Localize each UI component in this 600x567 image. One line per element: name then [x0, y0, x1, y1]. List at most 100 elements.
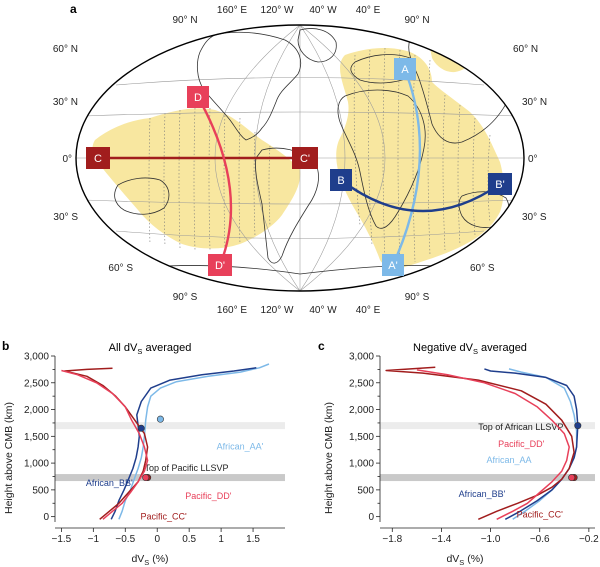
panel-letter-b: b	[2, 339, 9, 353]
chart-b-ytick-label: 2,000	[24, 405, 49, 416]
lon-bottom-2: 120° W	[261, 305, 294, 316]
chart-c-ytick-label: 1,500	[349, 432, 374, 443]
chart-b-series-label-0: African_AA'	[217, 442, 264, 452]
pacific-llsvp	[92, 108, 301, 249]
chart-b-series-label-3: Pacific_DD'	[185, 491, 232, 501]
chart-b-xtick-label: −1	[88, 534, 100, 545]
marker-a-prime-label: A'	[388, 260, 397, 272]
marker-d-box	[187, 86, 209, 108]
chart-b-series-marker-1	[137, 424, 145, 432]
chart-c-plot: 0 500 1,000 1,500 2,000 2,500 3,000 −1.8 −1.4 −1.…	[349, 352, 599, 546]
north-america-coast	[196, 31, 302, 141]
chart-b-band-1	[55, 474, 285, 482]
panel-letter-c: c	[318, 339, 325, 353]
pole-n-left: 90° N	[172, 15, 197, 26]
lat-left-60s: 60° S	[108, 263, 133, 274]
chart-c-xtick-label: −1.4	[432, 534, 452, 545]
marker-b-label: B	[337, 175, 344, 187]
greenland-coast	[297, 28, 337, 63]
lat-left-30n: 30° N	[53, 97, 78, 108]
chart-c-series-marker-1	[574, 422, 582, 430]
map-panel: a	[53, 2, 547, 316]
chart-b-xtick-label: 1.5	[246, 534, 260, 545]
chart-b-plot: 0 500 1,000 1,500 2,000 2,500 3,000 −1.5 −1 −0.5 0…	[24, 352, 285, 545]
lon-top-1: 160° E	[217, 5, 247, 16]
marker-a-box	[394, 58, 416, 80]
chart-c-series-label-0: African_AA	[486, 455, 531, 465]
chart-c-ytick-label: 2,500	[349, 378, 374, 389]
lon-bottom-4: 40° E	[356, 305, 381, 316]
profile-line-aa	[391, 69, 422, 266]
map-labels: 160° E 120° W 40° W 40° E 90° N 90° N 60…	[53, 5, 547, 316]
marker-d-prime-label: D'	[215, 260, 225, 272]
chart-b-band-label: Top of Pacific LLSVP	[144, 463, 228, 473]
chart-b-ytick-label: 2,500	[24, 378, 49, 389]
chart-c-ytick-label: 2,000	[349, 405, 374, 416]
chart-c-xtick-label: −1.0	[481, 534, 501, 545]
profile-chart-b: b All dVS averaged Height above CMB (km)…	[2, 339, 285, 567]
marker-b-prime-label: B'	[495, 179, 504, 191]
chart-b-series-marker-3	[142, 474, 150, 482]
lon-bottom-1: 160° E	[217, 305, 247, 316]
marker-b-prime-box	[488, 173, 512, 195]
lon-bottom-3: 40° W	[309, 305, 337, 316]
marker-b-box	[330, 169, 352, 191]
chart-c-band-label: Top of African LLSVP	[478, 422, 563, 432]
lat-right-30n: 30° N	[522, 97, 547, 108]
marker-c-label: C	[94, 153, 102, 165]
marker-a-label: A	[401, 64, 409, 76]
lat-left-60n: 60° N	[53, 44, 78, 55]
panel-letter-a: a	[70, 2, 77, 16]
pole-s-right: 90° S	[405, 292, 430, 303]
chart-b-series-line-2	[63, 367, 149, 520]
chart-c-title: Negative dVS averaged	[413, 342, 527, 356]
chart-c-xtick-label: −0.2	[579, 534, 599, 545]
pole-n-right: 90° N	[404, 15, 429, 26]
lon-top-3: 40° W	[309, 5, 337, 16]
lon-top-4: 40° E	[356, 5, 381, 16]
chart-c-ylabel: Height above CMB (km)	[323, 402, 335, 514]
marker-c-prime-box	[292, 147, 318, 169]
marker-c-prime-label: C'	[300, 153, 310, 165]
chart-c-series-label-1: African_BB'	[459, 489, 506, 499]
chart-b-ylabel: Height above CMB (km)	[3, 402, 15, 514]
profile-lines	[98, 69, 501, 266]
profile-markers: A A' B B' C C' D D'	[86, 58, 512, 276]
chart-b-title: All dVS averaged	[109, 342, 192, 356]
chart-c-series-label-2: Pacific_CC'	[517, 510, 564, 520]
chart-c-ytick-label: 3,000	[349, 352, 374, 363]
chart-c-series-line-3	[416, 369, 570, 520]
chart-b-series-line-3	[61, 369, 149, 520]
marker-d-label: D	[194, 92, 202, 104]
marker-a-prime-box	[382, 254, 404, 276]
marker-c-box	[86, 147, 110, 169]
chart-c-ytick-label: 0	[368, 512, 374, 523]
lat-right-30s: 30° S	[522, 212, 547, 223]
chart-c-band-0	[380, 422, 595, 430]
chart-c-xlabel: dVS (%)	[446, 553, 483, 567]
chart-b-band-0	[55, 422, 285, 430]
lon-top-2: 120° W	[261, 5, 294, 16]
profile-line-dd	[196, 96, 233, 266]
chart-b-xtick-label: −0.5	[115, 534, 135, 545]
chart-b-xtick-label: 0	[154, 534, 160, 545]
chart-b-series-label-1: African_BB'	[86, 478, 133, 488]
chart-b-ytick-label: 3,000	[24, 352, 49, 363]
chart-c-ytick-label: 1,000	[349, 459, 374, 470]
chart-c-xtick-label: −0.6	[530, 534, 550, 545]
chart-b-series-label-2: Pacific_CC'	[140, 511, 187, 521]
lat-left-0: 0°	[62, 154, 72, 165]
chart-b-xtick-label: 1	[218, 534, 224, 545]
chart-c-ytick-label: 500	[357, 485, 374, 496]
chart-c-xtick-label: −1.8	[382, 534, 402, 545]
lat-left-30s: 30° S	[53, 212, 78, 223]
chart-b-ytick-label: 1,500	[24, 432, 49, 443]
chart-b-series-line-1	[110, 367, 257, 520]
lat-right-0: 0°	[528, 154, 538, 165]
australia-coast	[114, 177, 170, 215]
chart-c-band-1	[380, 474, 595, 482]
chart-b-xtick-label: −1.5	[52, 534, 72, 545]
chart-c-series-label-3: Pacific_DD'	[498, 439, 545, 449]
chart-b-series-marker-0	[156, 415, 164, 423]
profile-chart-c: c Negative dVS averaged Height above CMB…	[318, 339, 599, 567]
